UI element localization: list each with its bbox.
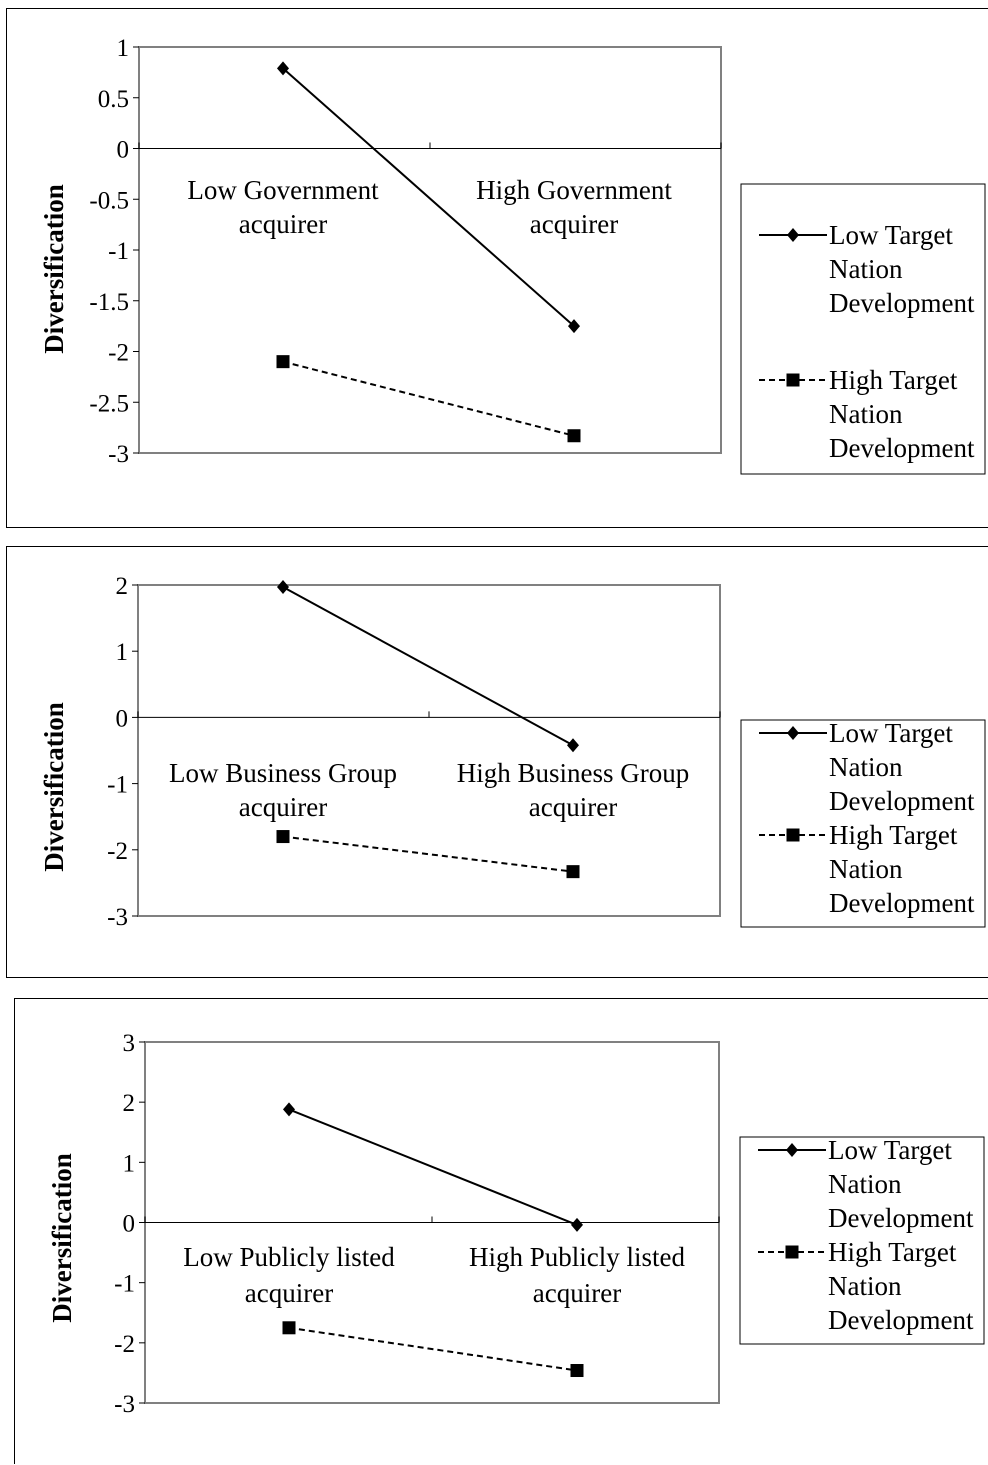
legend-marker-diamond — [787, 228, 799, 242]
chart-publicly-listed: 3 2 1 0 -1 -2 -3 Low Publicly listed acquirer Hig… — [47, 1030, 985, 1418]
data-point-square — [276, 830, 290, 844]
legend-label: Development — [829, 888, 975, 918]
y-tick-label: -3 — [107, 904, 128, 931]
legend-label: Low Target — [829, 718, 953, 748]
x-category-label: acquirer — [245, 1278, 333, 1308]
y-axis-title: Diversification — [39, 702, 69, 871]
legend-label: Low Target — [828, 1135, 952, 1165]
y-tick-label: -2 — [108, 340, 129, 367]
y-tick-label: -1 — [114, 1271, 135, 1298]
legend-label: High Target — [829, 820, 958, 850]
data-point-diamond — [568, 319, 580, 334]
legend-marker-diamond — [787, 726, 799, 740]
x-category-label: Low Publicly listed — [183, 1242, 395, 1272]
legend-box — [739, 1136, 985, 1345]
y-tick-label: 2 — [116, 573, 129, 600]
chart-panel-publicly-listed: 3 2 1 0 -1 -2 -3 Low Publicly listed acquirer Hig… — [14, 998, 988, 1464]
data-point-diamond — [283, 1102, 295, 1117]
legend-label: Low Target — [829, 220, 953, 250]
y-tick-label: -2 — [114, 1331, 135, 1358]
series-line-high-target — [288, 1326, 578, 1372]
y-tick-label: 0 — [117, 137, 130, 164]
data-point-diamond — [571, 1217, 583, 1232]
y-tick-label: -1.5 — [89, 289, 129, 316]
y-axis-title: Diversification — [47, 1153, 77, 1322]
data-point-square — [566, 865, 580, 879]
data-point-square — [282, 1321, 296, 1335]
x-category-label: acquirer — [239, 792, 327, 822]
y-tick-label: 0 — [116, 705, 129, 732]
y-tick-label: 1 — [116, 639, 129, 666]
series-line-high-target — [282, 835, 574, 873]
y-tick-label: 1 — [123, 1150, 136, 1177]
x-category-label: acquirer — [529, 792, 617, 822]
y-tick-label: 0 — [123, 1211, 136, 1238]
y-tick-label: 1 — [117, 35, 130, 62]
y-tick-label: -3 — [108, 441, 129, 468]
chart-business-group: 2 1 0 -1 -2 -3 Low Business Group acquirer High … — [39, 573, 986, 931]
data-point-diamond — [277, 579, 289, 594]
legend-marker-square — [785, 1245, 799, 1259]
x-category-label: acquirer — [533, 1278, 621, 1308]
y-tick-label: -1 — [107, 772, 128, 799]
legend-label: Nation — [829, 254, 903, 284]
chart-government: 1 0.5 0 -0.5 -1 -1.5 -2 -2.5 -3 Low Government acq… — [39, 35, 986, 475]
legend-marker-diamond — [786, 1143, 798, 1157]
legend-label: High Target — [828, 1237, 957, 1267]
legend-marker-square — [786, 373, 800, 387]
x-category-label: High Government — [476, 175, 672, 205]
x-category-label: acquirer — [530, 209, 618, 239]
y-tick-label: -3 — [114, 1391, 135, 1418]
y-tick-label: 2 — [123, 1090, 136, 1117]
legend-label: High Target — [829, 365, 958, 395]
legend-label: Nation — [828, 1271, 902, 1301]
x-category-label: Low Business Group — [169, 758, 397, 788]
y-axis-title: Diversification — [39, 184, 69, 353]
legend-label: Nation — [829, 752, 903, 782]
data-point-diamond — [567, 738, 579, 753]
legend-label: Development — [828, 1203, 974, 1233]
x-category-label: High Business Group — [457, 758, 690, 788]
plot-area — [138, 46, 722, 454]
legend-label: Development — [829, 433, 975, 463]
data-point-square — [570, 1364, 584, 1378]
legend-box — [740, 183, 986, 475]
legend-label: Nation — [828, 1169, 902, 1199]
series-line-low-target — [288, 1108, 578, 1226]
series-line-high-target — [282, 360, 575, 437]
legend-marker-square — [786, 828, 800, 842]
legend-label: Development — [828, 1305, 974, 1335]
y-tick-label: -0.5 — [89, 187, 129, 214]
chart-panel-government: 1 0.5 0 -0.5 -1 -1.5 -2 -2.5 -3 Low Government acq… — [6, 8, 988, 528]
x-category-label: High Publicly listed — [469, 1242, 686, 1272]
x-category-label: acquirer — [239, 209, 327, 239]
legend-label: Development — [829, 786, 975, 816]
data-point-square — [567, 429, 581, 443]
data-point-square — [276, 355, 290, 369]
legend-box — [740, 719, 986, 928]
legend-label: Nation — [829, 854, 903, 884]
plot-area — [137, 584, 721, 917]
legend-label: Development — [829, 288, 975, 318]
y-tick-label: -2.5 — [89, 390, 129, 417]
x-category-label: Low Government — [187, 175, 379, 205]
y-tick-label: 0.5 — [98, 86, 129, 113]
y-tick-label: -2 — [107, 838, 128, 865]
chart-panel-business-group: 2 1 0 -1 -2 -3 Low Business Group acquirer High … — [6, 546, 988, 978]
legend-label: Nation — [829, 399, 903, 429]
y-tick-label: 3 — [123, 1030, 136, 1057]
y-tick-label: -1 — [108, 238, 129, 265]
series-line-low-target — [282, 586, 574, 747]
data-point-diamond — [277, 61, 289, 76]
series-line-low-target — [282, 67, 575, 327]
